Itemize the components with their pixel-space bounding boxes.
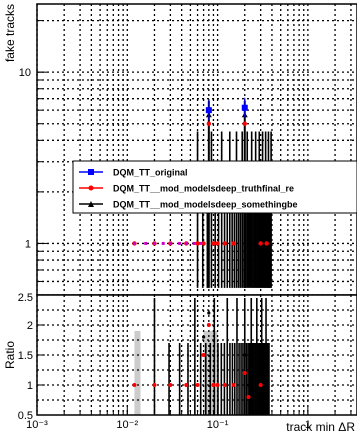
y-axis-label-main: fake tracks	[3, 4, 17, 62]
legend: DQM_TT_original DQM_TT__mod_modelsdeep_tr…	[72, 160, 357, 214]
ratio-point-red	[211, 383, 216, 387]
data-point-overlap	[152, 241, 156, 245]
legend-entry: DQM_TT_original	[113, 168, 188, 178]
ratio-point-black	[201, 335, 206, 339]
ratio-point-red	[195, 383, 200, 387]
ratio-point-red	[258, 383, 263, 387]
y-axis-label-ratio: Ratio	[3, 341, 17, 369]
y-tick-label: 1.5	[18, 350, 33, 362]
data-point-overlap	[132, 241, 136, 245]
data-point-square	[205, 107, 212, 114]
ratio-point-red	[246, 395, 251, 399]
legend-marker	[88, 169, 94, 175]
data-point-circle	[264, 241, 269, 246]
x-tick-label: 10⁻²	[116, 419, 138, 431]
data-point-overlap	[199, 241, 203, 245]
x-tick-label: 10⁻³	[26, 419, 48, 431]
legend-box	[72, 160, 357, 214]
x-axis-label: track min ΔR	[286, 420, 355, 433]
main-panel: 1 10	[19, 3, 357, 296]
legend-entry: DQM_TT__mod_modelsdeep_somethingbe	[113, 200, 298, 210]
ratio-point-red	[168, 383, 173, 387]
legend-entry: DQM_TT__mod_modelsdeep_truthfinal_re	[113, 184, 294, 194]
data-point-square	[241, 104, 248, 111]
ratio-point-red	[215, 383, 220, 387]
y-tick-label-top: 2.5	[18, 292, 33, 304]
ratio-point-black	[207, 311, 211, 315]
x-tick-label: 10⁻¹	[207, 419, 229, 431]
data-point-circle	[206, 121, 212, 126]
ratio-point-red	[132, 383, 137, 387]
ratio-point-red	[231, 383, 236, 387]
y-tick-label: 10	[19, 67, 31, 79]
x-tick-label: 1	[305, 419, 311, 431]
data-point-overlap	[168, 241, 172, 245]
data-point-circle	[222, 241, 227, 246]
ratio-point-red	[201, 353, 206, 357]
ratio-panel: 0.5 1 1.5 2 2.5 10⁻³ 10⁻² 10⁻¹ 1	[18, 292, 357, 431]
data-point-circle	[215, 241, 220, 246]
legend-marker	[88, 185, 94, 191]
legend-marker	[88, 201, 94, 207]
data-point-overlap	[184, 241, 188, 245]
ratio-point-black	[246, 383, 251, 387]
data-point-overlap	[161, 241, 165, 245]
data-point-circle	[211, 241, 216, 246]
uncertainty-band	[134, 331, 141, 415]
y-tick-label: 1	[27, 380, 33, 392]
ratio-point-red	[206, 323, 211, 327]
y-tick-label: 2	[27, 320, 33, 332]
data-point-circle	[242, 121, 247, 126]
axis-labels: fake tracks Ratio track min ΔR	[3, 4, 355, 433]
data-point-overlap	[178, 241, 182, 245]
data-point-circle	[258, 241, 263, 246]
ratio-point-red	[184, 383, 189, 387]
y-tick-label: 1	[25, 238, 31, 250]
ratio-point-red	[242, 371, 247, 375]
y-tick-label: 0.5	[18, 410, 33, 422]
ratio-point-red	[152, 383, 157, 387]
data-point-overlap	[144, 241, 148, 245]
data-point-circle	[231, 241, 236, 246]
ratio-point-red	[222, 383, 227, 387]
data-point-overlap	[192, 241, 196, 245]
ratio-point-black	[243, 353, 247, 357]
data-point-circle	[201, 241, 206, 246]
data-point-circle	[195, 241, 200, 246]
